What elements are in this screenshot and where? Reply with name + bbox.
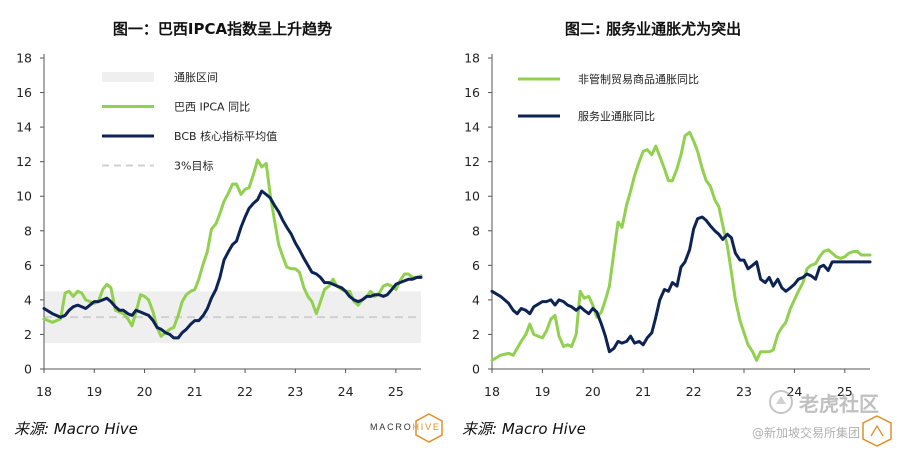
x-tick-label: 23 <box>287 384 303 399</box>
y-tick-label: 16 <box>464 85 480 100</box>
macro-hive-logo: MACROHIVE <box>370 413 450 443</box>
y-tick-label: 14 <box>464 120 480 135</box>
legend-item: 非管制贸易商品通胀同比 <box>518 72 699 86</box>
y-tick-label: 0 <box>24 362 32 377</box>
x-tick-label: 22 <box>686 384 702 399</box>
legend-label: 3%目标 <box>174 159 213 173</box>
x-tick-label: 20 <box>585 384 601 399</box>
y-tick-label: 8 <box>24 223 32 238</box>
y-tick-label: 0 <box>472 362 480 377</box>
y-tick-label: 10 <box>464 189 480 204</box>
y-tick-label: 6 <box>24 258 32 273</box>
source-note: 来源: Macro Hive <box>462 420 586 438</box>
chart-title: 图一：巴西IPCA指数呈上升趋势 <box>112 20 333 38</box>
y-tick-label: 4 <box>472 292 480 307</box>
x-tick-label: 20 <box>137 384 153 399</box>
x-tick-label: 19 <box>86 384 102 399</box>
x-tick-label: 21 <box>635 384 651 399</box>
legend-label: 通胀区间 <box>174 71 218 84</box>
y-tick-label: 12 <box>464 154 480 169</box>
logo-brand-b: HIVE <box>412 422 441 432</box>
legend-swatch <box>102 72 154 82</box>
legend-label: 服务业通胀同比 <box>578 110 655 123</box>
tiger-icon <box>769 390 793 414</box>
logo-brand-a: MACRO <box>370 422 413 432</box>
x-tick-label: 25 <box>837 384 853 399</box>
y-tick-label: 2 <box>472 327 480 342</box>
y-tick-label: 10 <box>16 189 32 204</box>
y-tick-label: 18 <box>464 51 480 66</box>
y-tick-label: 6 <box>472 258 480 273</box>
x-tick-label: 22 <box>237 384 253 399</box>
series-line-2 <box>490 215 872 354</box>
legend-item: 巴西 IPCA 同比 <box>102 101 250 114</box>
y-tick-label: 12 <box>16 154 32 169</box>
legend-label: 非管制贸易商品通胀同比 <box>578 72 699 86</box>
logo-text: MACROHIVE <box>370 422 441 432</box>
series-line-2 <box>42 189 423 340</box>
x-tick-label: 23 <box>736 384 752 399</box>
series-line-1 <box>42 158 423 338</box>
hexagon-icon <box>415 413 443 443</box>
watermark: 老虎社区 <box>765 388 895 418</box>
y-tick-label: 4 <box>24 292 32 307</box>
x-tick-label: 25 <box>388 384 404 399</box>
y-tick-label: 8 <box>472 223 480 238</box>
legend-label: BCB 核心指标平均值 <box>174 129 277 143</box>
legend-item: BCB 核心指标平均值 <box>102 129 277 143</box>
x-tick-label: 21 <box>187 384 203 399</box>
y-tick-label: 14 <box>16 120 32 135</box>
series-line-1 <box>490 130 872 362</box>
hexagon-icon <box>862 415 892 447</box>
watermark-text: 老虎社区 <box>799 392 879 416</box>
legend-item: 通胀区间 <box>102 71 218 84</box>
y-tick-label: 18 <box>16 51 32 66</box>
source-note: 来源: Macro Hive <box>14 420 138 438</box>
x-tick-label: 24 <box>338 384 354 399</box>
watermark-subtext: @新加坡交易所集团 <box>752 426 861 440</box>
chart-panel-1: 图一：巴西IPCA指数呈上升趋势 0 2 4 6 8 10 12 14 16 18 18 19 20 21… <box>0 0 455 453</box>
legend-item: 3%目标 <box>102 159 213 173</box>
chart-panel-2: 图二: 服务业通胀尤为突出 0 2 4 6 8 10 12 14 16 18 18 19 20 21 22 2… <box>455 0 911 453</box>
y-tick-label: 2 <box>24 327 32 342</box>
y-tick-label: 16 <box>16 85 32 100</box>
x-tick-label: 18 <box>484 384 500 399</box>
legend-label: 巴西 IPCA 同比 <box>174 101 250 114</box>
legend-item: 服务业通胀同比 <box>518 110 655 123</box>
chart-title: 图二: 服务业通胀尤为突出 <box>564 20 742 38</box>
x-tick-label: 18 <box>36 384 52 399</box>
x-tick-label: 19 <box>534 384 550 399</box>
